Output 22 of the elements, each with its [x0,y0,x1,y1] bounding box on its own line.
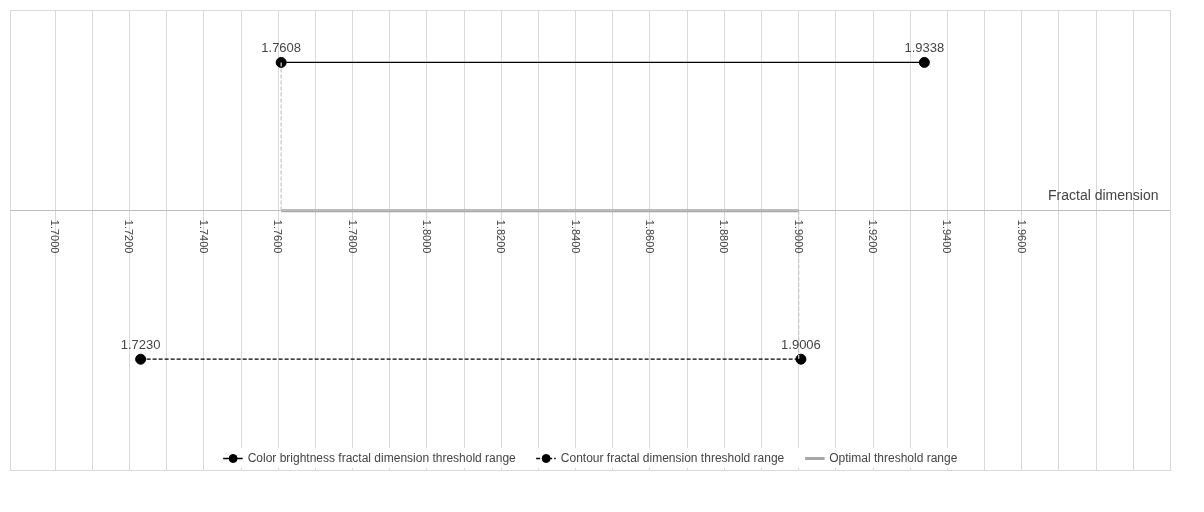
annotation: 1.9006 [781,337,821,353]
x-tick-label: 1.8400 [569,219,582,254]
annotation: 1.7608 [261,40,302,56]
annotation: 1.7230 [120,337,161,353]
x-tick-label: 1.9200 [867,219,880,254]
x-tick-label: 1.8600 [643,219,656,254]
x-tick-label: 1.9400 [941,219,954,254]
x-tick-label: 1.7000 [49,219,62,254]
x-axis-title: Fractal dimension [1048,186,1159,203]
x-tick-label: 1.7800 [346,219,359,254]
legend-label: Contour fractal dimension threshold range [560,451,785,465]
legend-label: Color brightness fractal dimension threshold range [247,451,516,465]
annotation: 1.9338 [904,40,945,56]
x-tick-label: 1.8200 [495,219,508,254]
x-tick-label: 1.7600 [272,219,285,254]
x-tick-label: 1.8800 [718,219,731,254]
x-tick-label: 1.9600 [1015,219,1028,254]
x-tick-label: 1.9000 [792,219,805,254]
legend-label: Optimal threshold range [829,451,958,465]
x-tick-label: 1.8000 [420,219,433,254]
x-tick-label: 1.7400 [197,219,210,254]
x-tick-label: 1.7200 [123,219,136,254]
